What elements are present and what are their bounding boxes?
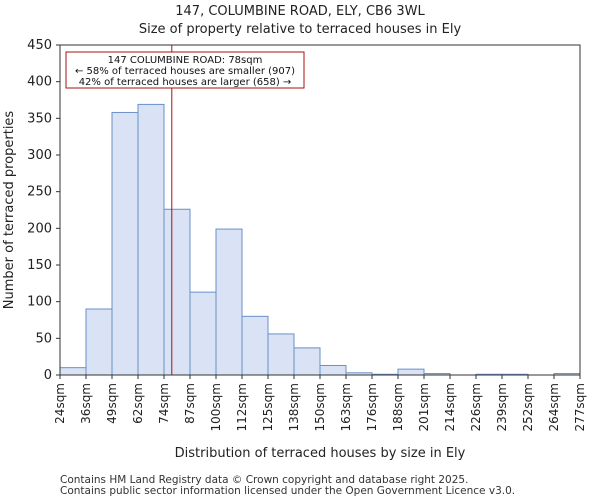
- chart-title: 147, COLUMBINE ROAD, ELY, CB6 3WL: [175, 4, 425, 19]
- x-tick-label: 87sqm: [183, 383, 197, 424]
- x-tick-label: 150sqm: [313, 383, 327, 431]
- y-tick-label: 50: [35, 331, 52, 346]
- y-tick-label: 200: [27, 221, 52, 236]
- histogram-bar: [241, 315, 269, 376]
- y-tick-label: 450: [27, 38, 52, 53]
- x-tick-label: 125sqm: [261, 383, 275, 431]
- y-tick-label: 150: [27, 258, 52, 273]
- annotation-line-3: 42% of terraced houses are larger (658) …: [79, 77, 292, 88]
- histogram-bar: [267, 333, 295, 376]
- x-tick-label: 264sqm: [547, 383, 561, 431]
- x-tick-label: 176sqm: [365, 383, 379, 431]
- chart-subtitle: Size of property relative to terraced ho…: [138, 22, 462, 37]
- annotation-box: [65, 51, 305, 89]
- histogram-bar: [319, 364, 347, 376]
- y-tick-label: 250: [27, 185, 52, 200]
- histogram-bar: [59, 367, 87, 376]
- histogram-bar: [111, 111, 139, 376]
- histogram-bar: [85, 308, 113, 376]
- x-tick-label: 112sqm: [235, 383, 249, 431]
- x-tick-label: 100sqm: [209, 383, 223, 431]
- x-axis-label: Distribution of terraced houses by size …: [175, 446, 466, 461]
- x-tick-label: 36sqm: [79, 383, 93, 424]
- x-tick-label: 24sqm: [53, 383, 67, 424]
- y-tick-label: 0: [44, 368, 52, 383]
- x-tick-label: 277sqm: [573, 383, 587, 431]
- x-tick-label: 201sqm: [417, 383, 431, 431]
- y-axis-label: Number of terraced properties: [2, 111, 17, 310]
- annotation-line-1: 147 COLUMBINE ROAD: 78sqm: [108, 55, 263, 66]
- y-tick-label: 100: [27, 295, 52, 310]
- x-tick-label: 163sqm: [339, 383, 353, 431]
- x-tick-label: 239sqm: [495, 383, 509, 431]
- histogram-bar: [293, 347, 321, 376]
- footer-line-2: Contains public sector information licen…: [60, 485, 516, 497]
- x-tick-label: 138sqm: [287, 383, 301, 431]
- y-tick-label: 400: [27, 75, 52, 90]
- histogram-bar: [189, 291, 217, 376]
- histogram-bar: [215, 228, 243, 376]
- x-tick-label: 226sqm: [469, 383, 483, 431]
- y-tick-label: 300: [27, 148, 52, 163]
- histogram-bar: [397, 368, 425, 376]
- histogram-bar: [163, 208, 191, 376]
- x-tick-label: 252sqm: [521, 383, 535, 431]
- footer-line-1: Contains HM Land Registry data © Crown c…: [60, 474, 469, 486]
- histogram-bar: [137, 103, 165, 376]
- annotation-line-2: ← 58% of terraced houses are smaller (90…: [75, 66, 295, 77]
- x-tick-label: 62sqm: [131, 383, 145, 424]
- x-tick-label: 74sqm: [157, 383, 171, 424]
- x-tick-label: 49sqm: [105, 383, 119, 424]
- x-tick-label: 188sqm: [391, 383, 405, 431]
- y-tick-label: 350: [27, 111, 52, 126]
- x-tick-label: 214sqm: [443, 383, 457, 431]
